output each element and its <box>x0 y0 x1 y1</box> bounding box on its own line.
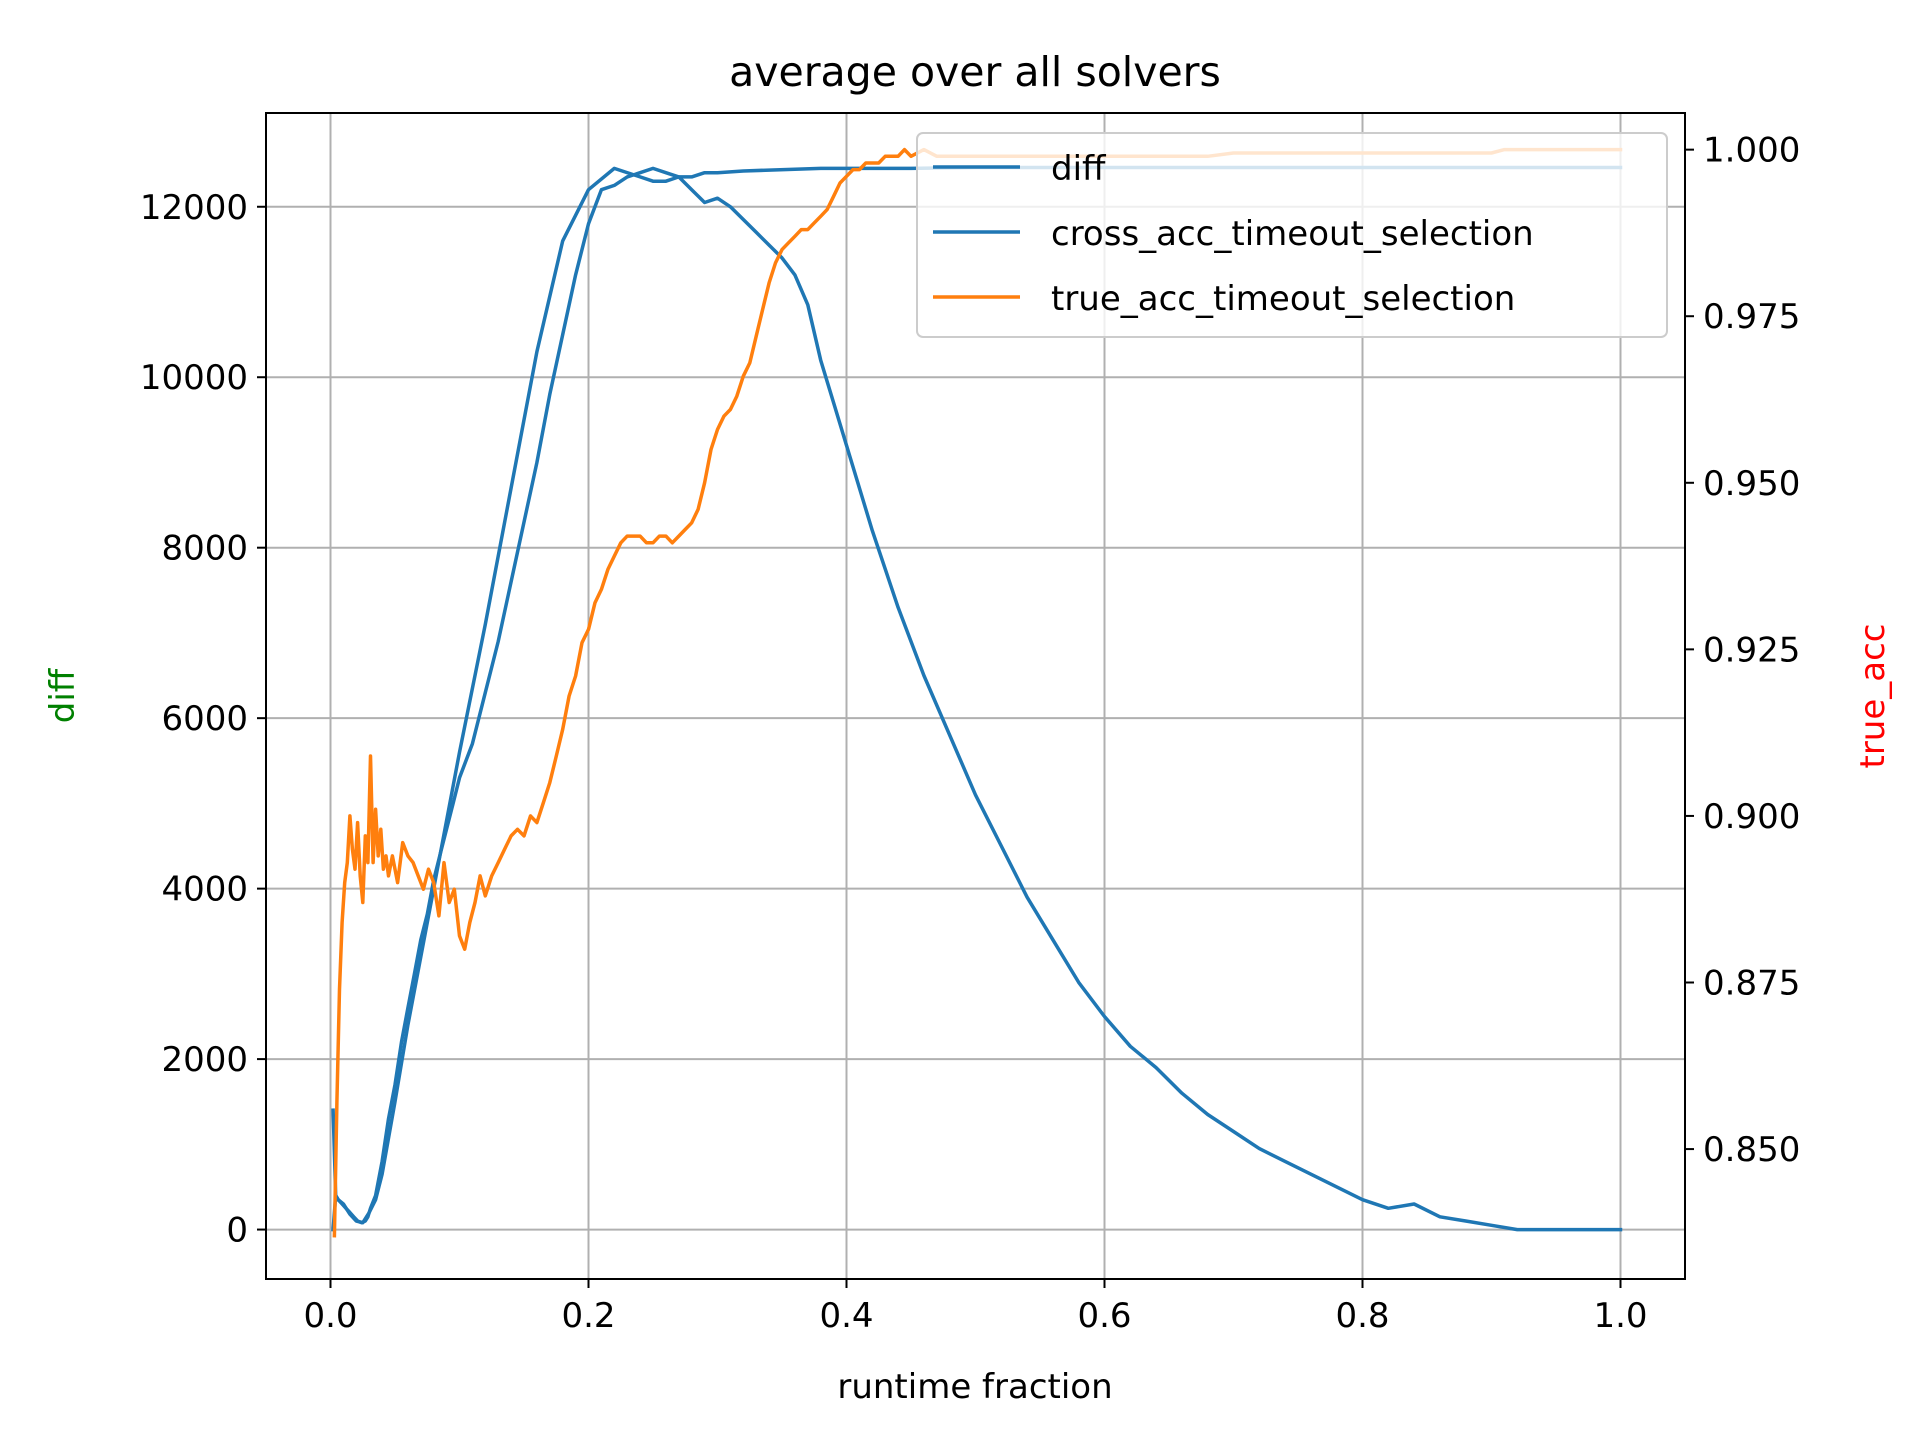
plot-frame <box>265 112 1686 1280</box>
series-line-cross-acc <box>331 166 1623 1232</box>
x-tick-label: 0.6 <box>1077 1296 1131 1336</box>
y-right-tick-label: 0.900 <box>1703 797 1800 837</box>
y-right-tick-label: 0.925 <box>1703 630 1800 670</box>
legend-box <box>916 132 1668 338</box>
y-right-tick-label: 1.000 <box>1703 131 1800 171</box>
legend-label-true-acc: true_acc_timeout_selection <box>1051 279 1515 319</box>
y-left-tick-label: 8000 <box>161 529 248 569</box>
y-right-tick-label: 0.975 <box>1703 297 1800 337</box>
x-axis-label: runtime fraction <box>837 1367 1112 1407</box>
legend-label-diff: diff <box>1051 149 1107 189</box>
y-axis-left-label: diff <box>43 667 83 723</box>
y-left-tick-label: 6000 <box>161 699 248 739</box>
y-right-tick-label: 0.875 <box>1703 964 1800 1004</box>
y-right-tick-label: 0.850 <box>1703 1130 1800 1170</box>
x-tick-label: 0.0 <box>303 1296 357 1336</box>
legend: diff cross_acc_timeout_selection true_ac… <box>916 132 1668 338</box>
chart-title: average over all solvers <box>729 48 1221 96</box>
x-tick-label: 0.4 <box>819 1296 873 1336</box>
y-left-tick-label: 4000 <box>161 870 248 910</box>
y-left-tick-label: 0 <box>226 1211 248 1251</box>
y-left-tick-label: 12000 <box>140 188 248 228</box>
y-left-tick-label: 10000 <box>140 358 248 398</box>
y-left-tick-label: 2000 <box>161 1040 248 1080</box>
y-axis-right-label: true_acc <box>1853 624 1893 769</box>
ticks: 0.0 0.2 0.4 0.6 0.8 1.0 0 2000 4000 6000 8000 10000… <box>140 131 1801 1336</box>
x-tick-label: 0.2 <box>561 1296 615 1336</box>
y-right-tick-label: 0.950 <box>1703 464 1800 504</box>
x-tick-label: 1.0 <box>1593 1296 1647 1336</box>
series-line-true-acc <box>332 147 1623 1238</box>
grid <box>266 113 1685 1279</box>
x-tick-label: 0.8 <box>1335 1296 1389 1336</box>
legend-label-cross-acc: cross_acc_timeout_selection <box>1051 214 1534 254</box>
